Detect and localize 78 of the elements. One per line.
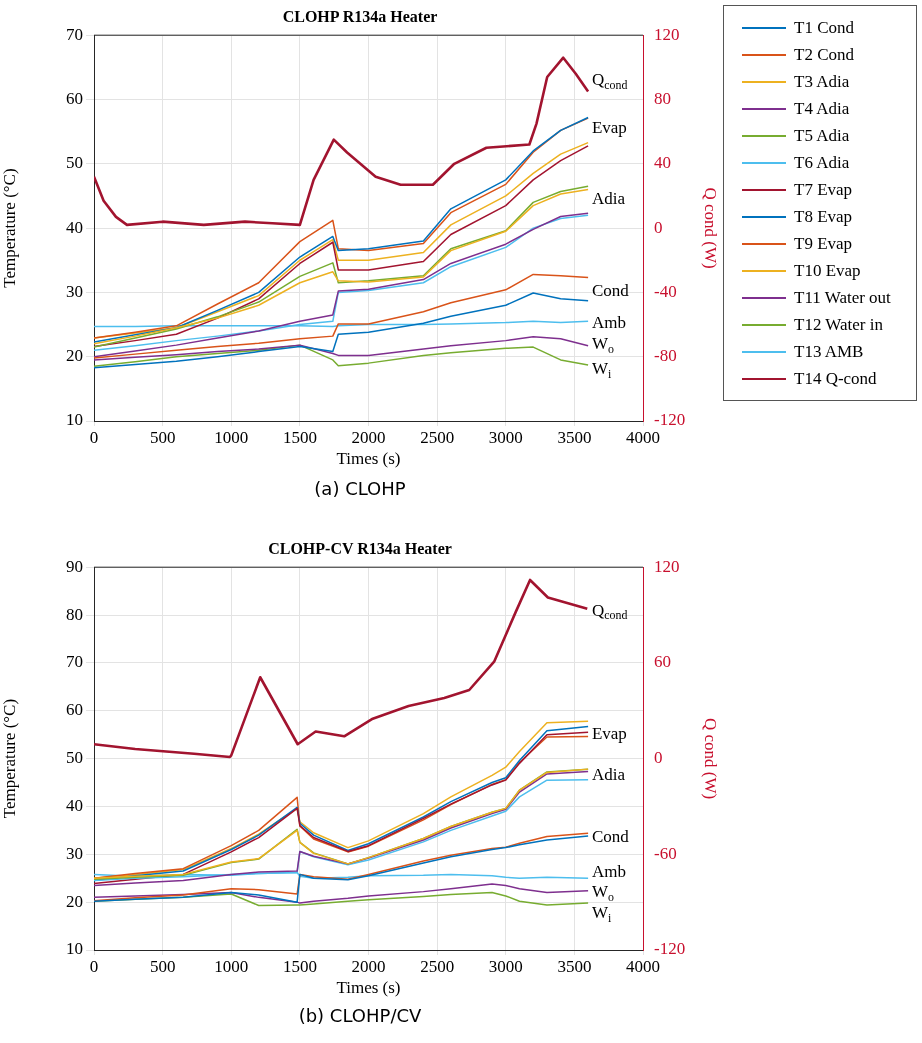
x-tick-label: 2500 xyxy=(420,427,455,447)
y-tick-label: 70 xyxy=(66,24,83,44)
y-tick-label: 90 xyxy=(66,556,83,576)
y2-tick-label: -60 xyxy=(654,843,677,863)
x-axis-title: Times (s) xyxy=(336,978,401,998)
y-tick-label: 20 xyxy=(66,891,83,911)
y-tick-label: 10 xyxy=(66,410,83,430)
legend-label: T6 Adia xyxy=(794,152,850,173)
y2-tick-label: -120 xyxy=(654,939,686,959)
x-tick-label: 3000 xyxy=(488,956,523,976)
y-tick-label: 50 xyxy=(66,748,83,768)
x-tick-label: 0 xyxy=(89,956,99,976)
legend-label: T4 Adia xyxy=(794,98,850,119)
x-tick-label: 2000 xyxy=(351,956,386,976)
legend-label: T11 Water out xyxy=(794,287,891,308)
annotation: Adia xyxy=(591,765,626,785)
annotation: Evap xyxy=(591,724,627,744)
y-tick-label: 20 xyxy=(66,346,83,366)
x-axis-title: Times (s) xyxy=(336,449,401,469)
x-tick-label: 4000 xyxy=(626,956,660,976)
y2-tick-label: -120 xyxy=(654,410,686,430)
y-axis-title: Temperature (°C) xyxy=(0,698,19,819)
legend-label: T13 AMB xyxy=(794,341,864,362)
x-tick-label: 3500 xyxy=(557,427,592,447)
legend-label: T1 Cond xyxy=(794,17,854,38)
x-tick-label: 4000 xyxy=(626,427,660,447)
annotation: Adia xyxy=(591,189,626,209)
annotation: Amb xyxy=(591,313,626,333)
x-tick-label: 0 xyxy=(89,427,99,447)
x-tick-label: 500 xyxy=(149,427,176,447)
y2-tick-label: 80 xyxy=(654,88,671,108)
legend-label: T14 Q-cond xyxy=(794,368,877,389)
y-tick-label: 50 xyxy=(66,153,83,173)
annotation: Cond xyxy=(591,827,630,847)
x-tick-label: 2500 xyxy=(420,956,455,976)
y-tick-label: 80 xyxy=(66,604,83,624)
y-tick-label: 40 xyxy=(66,217,83,237)
y2-tick-label: 60 xyxy=(654,652,671,672)
x-tick-label: 3000 xyxy=(488,427,523,447)
x-tick-label: 1500 xyxy=(282,956,317,976)
y2-tick-label: 120 xyxy=(654,24,680,44)
y2-tick-label: 40 xyxy=(654,153,671,173)
y-tick-label: 30 xyxy=(66,281,83,301)
y-axis-title: Temperature (°C) xyxy=(0,168,19,288)
x-tick-label: 1000 xyxy=(214,427,249,447)
y2-tick-label: -80 xyxy=(654,346,677,366)
legend-label: T2 Cond xyxy=(794,44,854,65)
y-tick-label: 70 xyxy=(66,652,83,672)
y2-tick-label: 120 xyxy=(654,556,680,576)
y-tick-label: 60 xyxy=(66,88,83,108)
legend-label: T3 Adia xyxy=(794,71,850,92)
y-tick-label: 10 xyxy=(66,939,83,959)
annotation: Amb xyxy=(591,861,626,881)
legend-label: T8 Evap xyxy=(794,206,853,227)
y-tick-label: 60 xyxy=(66,700,83,720)
x-tick-label: 2000 xyxy=(351,427,386,447)
legend-label: T12 Water in xyxy=(794,314,883,335)
x-tick-label: 3500 xyxy=(557,956,592,976)
text: (a) CLOHP xyxy=(313,478,407,499)
legend-label: T9 Evap xyxy=(794,233,853,254)
legend-label: T5 Adia xyxy=(794,125,850,146)
legend-label: T7 Evap xyxy=(794,179,853,200)
y2-tick-label: 0 xyxy=(654,217,663,237)
chart-title: CLOHP R134a Heater xyxy=(282,7,438,25)
y-tick-label: 40 xyxy=(66,795,83,815)
y2-tick-label: -40 xyxy=(654,281,677,301)
annotation: Evap xyxy=(591,118,627,138)
x-tick-label: 1000 xyxy=(214,956,249,976)
y2-tick-label: 0 xyxy=(654,748,663,768)
annotation: Cond xyxy=(591,281,630,301)
y2-axis-title: Q cond (W) xyxy=(701,187,721,269)
legend-label: T10 Evap xyxy=(794,260,861,281)
x-tick-label: 500 xyxy=(149,956,176,976)
chart-title: CLOHP-CV R134a Heater xyxy=(268,539,452,557)
x-tick-label: 1500 xyxy=(282,427,317,447)
y2-axis-title: Q cond (W) xyxy=(701,718,721,800)
y-tick-label: 30 xyxy=(66,843,83,863)
text: (b) CLOHP/CV xyxy=(297,1005,423,1026)
